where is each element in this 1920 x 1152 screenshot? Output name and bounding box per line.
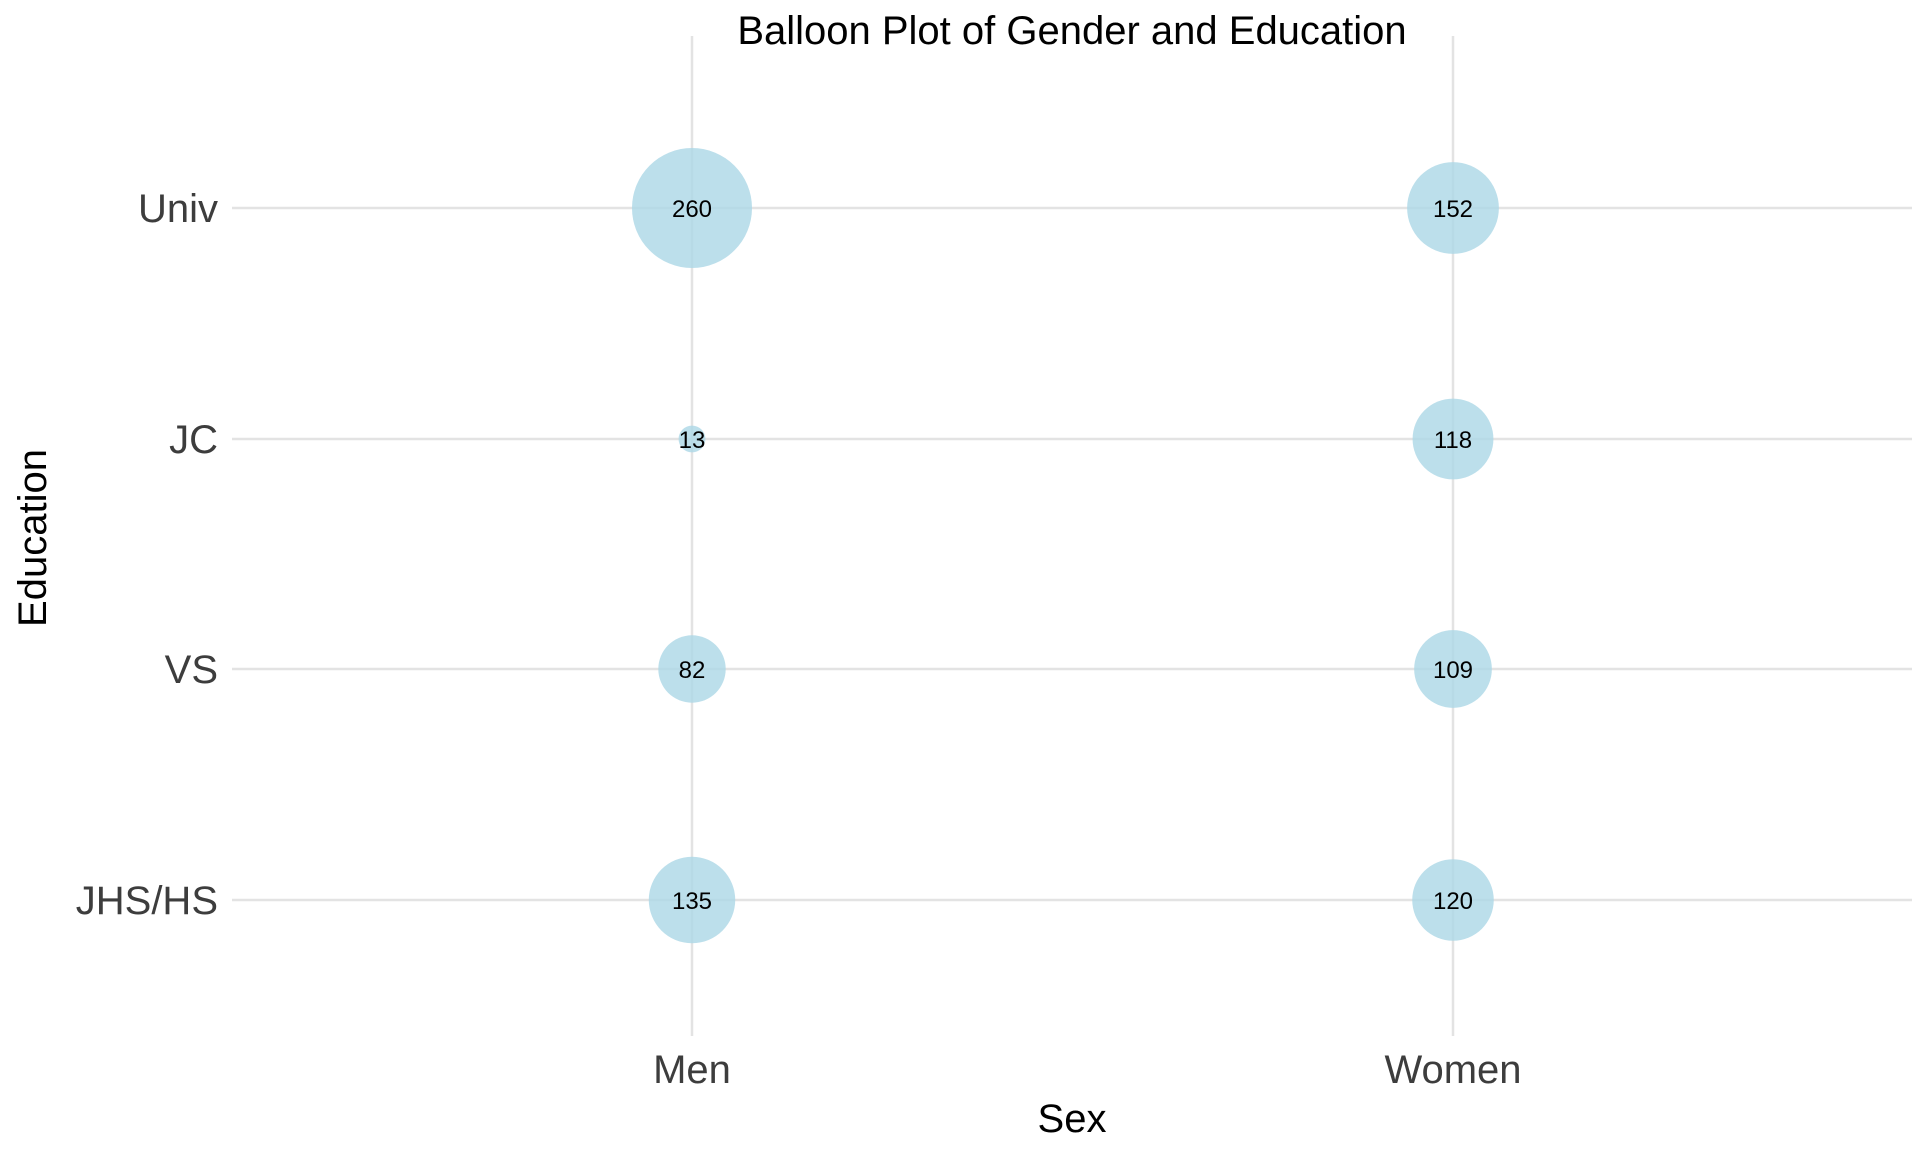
balloon-men-vs: [658, 635, 726, 703]
data-label-men-vs: 82: [679, 657, 706, 684]
data-label-women-vs: 109: [1433, 657, 1473, 684]
x-tick-label-men: Men: [653, 1048, 731, 1092]
balloon-men-jc: [678, 425, 706, 453]
x-axis-title: Sex: [1038, 1097, 1107, 1141]
balloon-men-univ: [632, 148, 752, 268]
chart-title: Balloon Plot of Gender and Education: [737, 9, 1406, 53]
balloons: [632, 148, 1499, 944]
y-tick-label-univ: Univ: [138, 187, 218, 231]
x-tick-label-women: Women: [1384, 1048, 1521, 1092]
balloon-women-vs: [1414, 630, 1492, 708]
data-label-men-jhs-hs: 135: [672, 888, 712, 915]
balloon-men-jhs-hs: [648, 856, 736, 944]
y-tick-label-vs: VS: [165, 648, 218, 692]
data-label-men-jc: 13: [679, 427, 706, 454]
tick-labels: Men Women JHS/HS VS JC Univ: [76, 187, 1522, 1092]
balloon-women-univ: [1407, 162, 1499, 254]
y-axis-title: Education: [11, 449, 55, 627]
grid-lines: [232, 36, 1912, 1036]
balloon-women-jhs-hs: [1412, 859, 1494, 941]
data-label-women-jc: 118: [1434, 427, 1472, 454]
balloon-women-jc: [1412, 398, 1494, 480]
data-label-men-univ: 260: [672, 196, 712, 223]
y-tick-label-jc: JC: [169, 418, 218, 462]
data-label-women-univ: 152: [1433, 196, 1473, 223]
data-label-women-jhs-hs: 120: [1433, 888, 1473, 915]
y-tick-label-jhs-hs: JHS/HS: [76, 879, 218, 923]
data-labels: 260 152 13 118 82 109 135 120: [672, 196, 1473, 915]
